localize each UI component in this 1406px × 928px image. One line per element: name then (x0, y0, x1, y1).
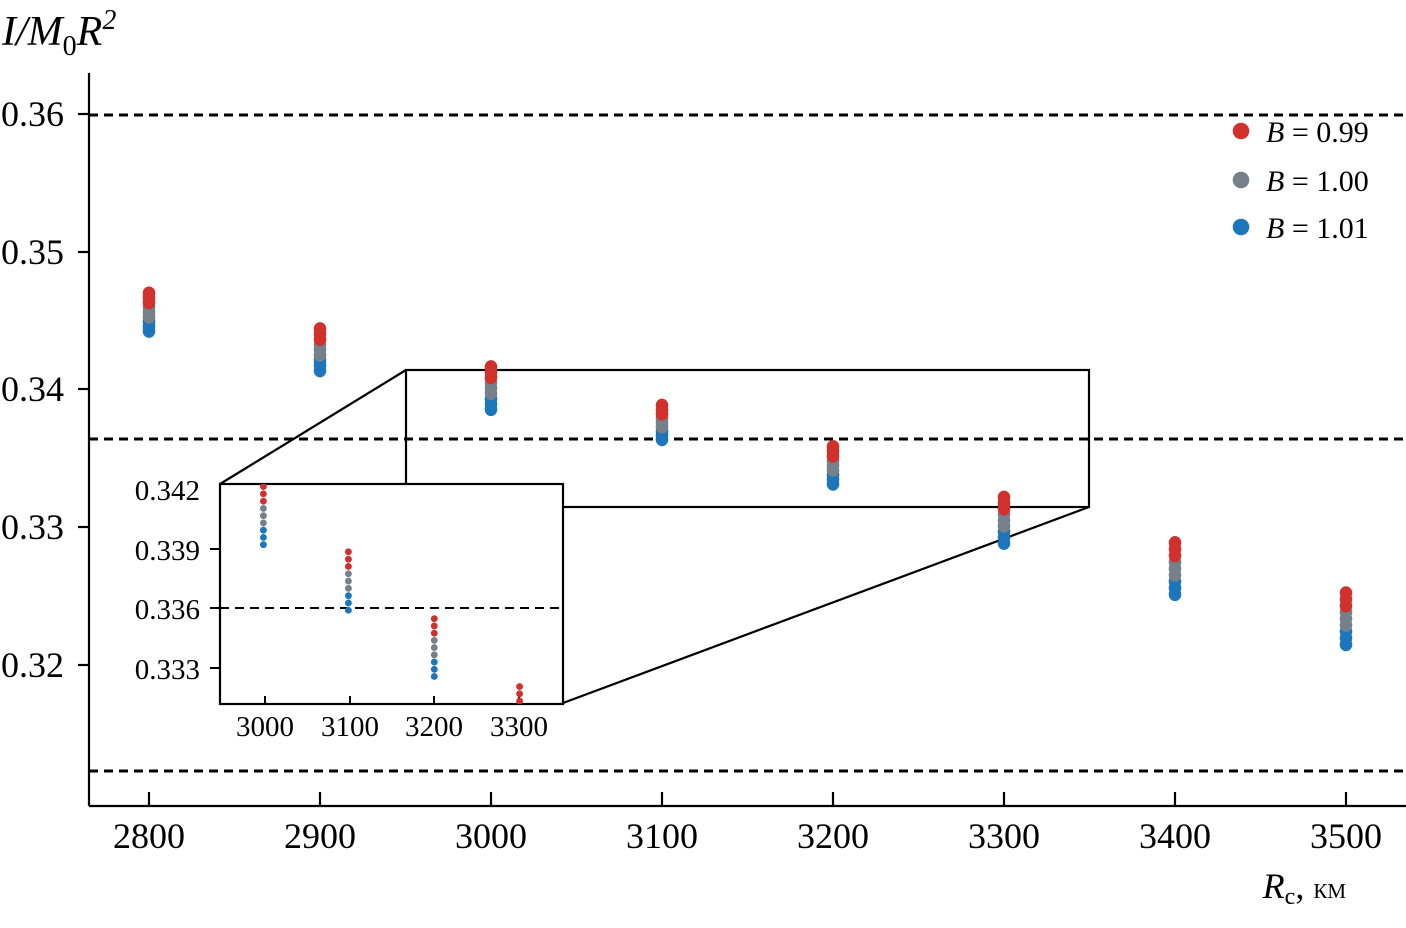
svg-text:B = 1.00: B = 1.00 (1266, 165, 1369, 198)
svg-text:I/M0R2: I/M0R2 (1, 5, 116, 62)
svg-text:3000: 3000 (455, 816, 527, 856)
svg-text:0.336: 0.336 (135, 594, 200, 626)
svg-text:3300: 3300 (490, 711, 548, 743)
svg-text:3000: 3000 (236, 711, 294, 743)
svg-text:3200: 3200 (797, 816, 869, 856)
svg-text:3300: 3300 (968, 816, 1040, 856)
svg-text:0.34: 0.34 (1, 369, 64, 409)
svg-text:3500: 3500 (1310, 816, 1382, 856)
svg-text:0.342: 0.342 (135, 475, 200, 507)
svg-text:0.333: 0.333 (135, 654, 200, 686)
svg-text:0.33: 0.33 (1, 507, 64, 547)
svg-text:B = 0.99: B = 0.99 (1266, 116, 1369, 149)
svg-text:2900: 2900 (284, 816, 356, 856)
svg-text:Rc, км: Rc, км (1262, 866, 1347, 910)
svg-text:0.35: 0.35 (1, 232, 64, 272)
svg-text:3400: 3400 (1139, 816, 1211, 856)
svg-text:0.36: 0.36 (1, 94, 64, 134)
svg-text:B = 1.01: B = 1.01 (1266, 212, 1369, 245)
svg-text:3100: 3100 (626, 816, 698, 856)
svg-text:3200: 3200 (405, 711, 463, 743)
svg-text:2800: 2800 (113, 816, 185, 856)
svg-text:3100: 3100 (321, 711, 379, 743)
svg-text:0.339: 0.339 (135, 535, 200, 567)
svg-text:0.32: 0.32 (1, 645, 64, 685)
